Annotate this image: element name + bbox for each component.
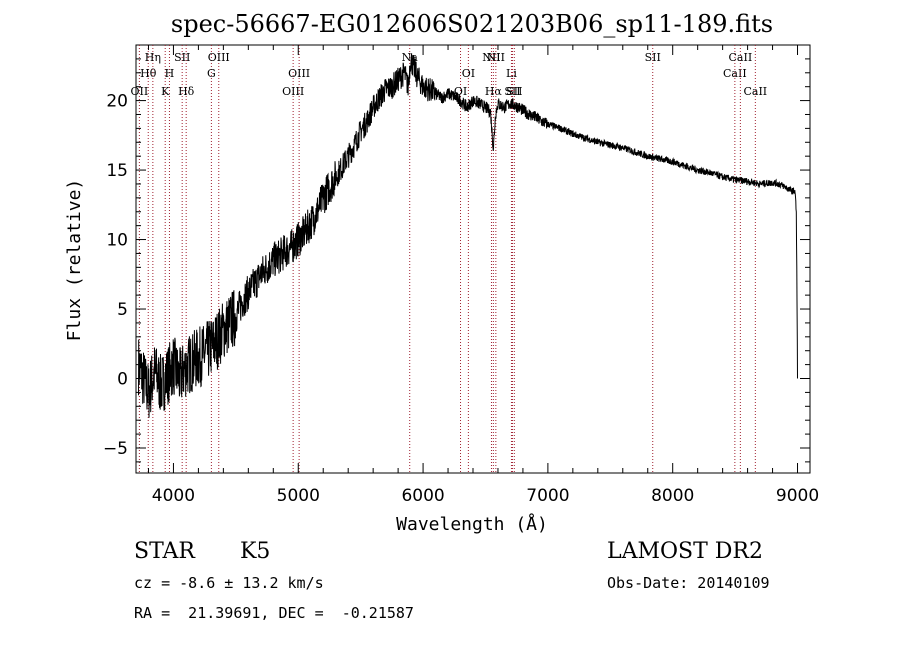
plot-frame	[135, 44, 811, 474]
redshift-velocity: cz = -8.6 ± 13.2 km/s	[134, 574, 324, 592]
x-tick-label: 9000	[776, 486, 819, 506]
y-tick-label: 5	[117, 300, 128, 320]
y-tick-label: 20	[106, 92, 128, 112]
line-marker-label: Hη	[145, 51, 161, 64]
line-marker-label: OIII	[288, 67, 310, 80]
line-marker-label: Li	[506, 67, 517, 80]
line-marker-label: Hα	[485, 85, 503, 98]
chart-title: spec-56667-EG012606S021203B06_sp11-189.f…	[171, 10, 773, 38]
line-marker-label: SII	[174, 51, 190, 64]
sky-coordinates: RA = 21.39691, DEC = -0.21587	[134, 604, 414, 622]
object-class: STAR	[134, 539, 195, 564]
x-tick-label: 7000	[526, 486, 569, 506]
line-marker-label: OI	[462, 67, 475, 80]
y-tick-label: 10	[106, 231, 128, 251]
line-marker-label: SII	[504, 85, 520, 98]
line-marker-label: Hδ	[178, 85, 195, 98]
line-marker-label: CaII	[729, 51, 753, 64]
y-tick-label: −5	[103, 439, 128, 459]
axis-ticks: 4000 5000 6000 7000 8000 9000 −5 0 5 10 15 20	[103, 45, 819, 506]
line-marker-label: SII	[506, 85, 522, 98]
line-markers: OIIHθHηKHSIIHδGOIIIOIIIOIIINaOIOINIIHαNI…	[131, 45, 767, 473]
line-marker-label: OIII	[282, 85, 304, 98]
line-marker-label: K	[161, 85, 170, 98]
line-marker-label: G	[207, 67, 216, 80]
y-tick-label: 0	[117, 370, 128, 390]
observation-date: Obs-Date: 20140109	[607, 574, 770, 592]
line-marker-label: OII	[131, 85, 149, 98]
line-marker-label: CaII	[723, 67, 747, 80]
line-marker-label: OIII	[208, 51, 230, 64]
y-tick-label: 15	[106, 161, 128, 181]
line-marker-label: CaII	[743, 85, 767, 98]
y-axis-label: Flux (relative)	[64, 179, 85, 342]
x-tick-label: 8000	[651, 486, 694, 506]
x-axis-label: Wavelength (Å)	[396, 513, 548, 535]
x-tick-label: 5000	[277, 486, 320, 506]
spectrum-line	[138, 53, 798, 418]
x-tick-label: 4000	[152, 486, 195, 506]
survey-label: LAMOST DR2	[607, 539, 763, 564]
x-tick-label: 6000	[401, 486, 444, 506]
line-marker-label: SII	[645, 51, 661, 64]
line-marker-label: NII	[487, 51, 505, 64]
line-marker-label: H	[165, 67, 175, 80]
line-marker-label: Hθ	[140, 67, 157, 80]
object-subclass: K5	[240, 539, 271, 564]
